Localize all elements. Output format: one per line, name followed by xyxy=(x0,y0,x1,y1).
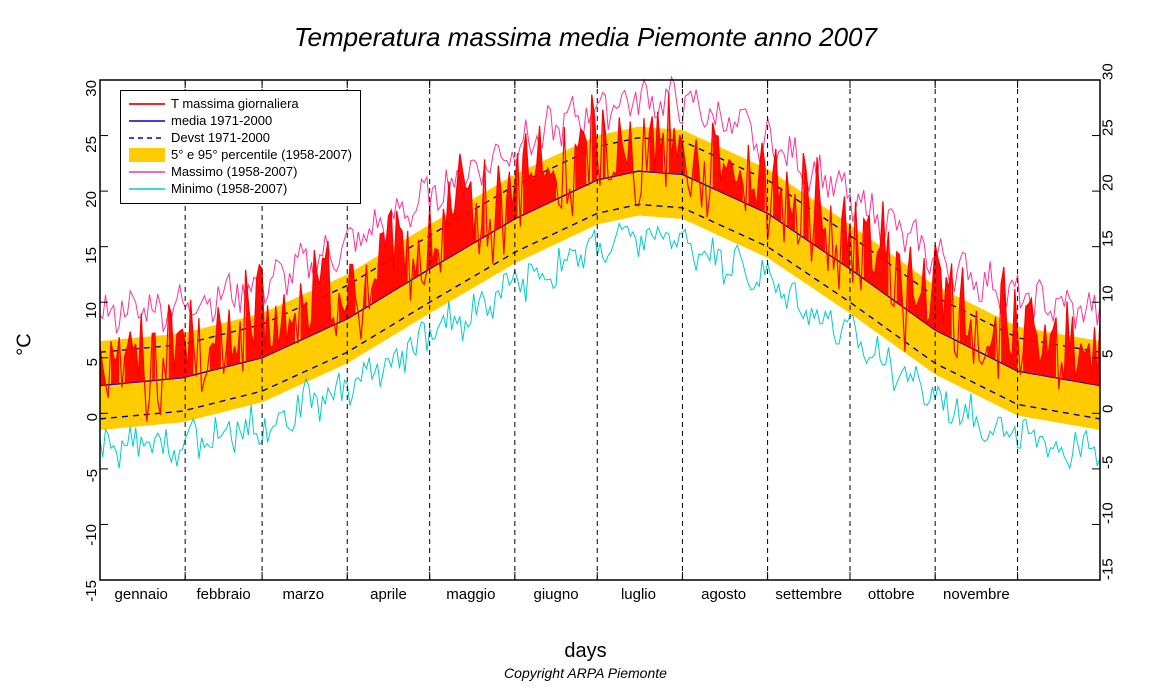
legend-label: Minimo (1958-2007) xyxy=(171,180,287,197)
ytick-label-right: 20 xyxy=(1100,174,1117,191)
x-axis-label: days xyxy=(0,640,1171,663)
ytick-label-right: -10 xyxy=(1100,503,1117,525)
month-label: febbraio xyxy=(197,586,251,603)
ytick-label: 0 xyxy=(84,413,101,421)
legend-swatch xyxy=(129,148,165,162)
month-label: novembre xyxy=(943,586,1010,603)
chart-container: Temperatura massima media Piemonte anno … xyxy=(0,0,1171,688)
ytick-label: 15 xyxy=(84,247,101,264)
ytick-label-right: -15 xyxy=(1100,558,1117,580)
month-label: giugno xyxy=(534,586,579,603)
legend-label: 5° e 95° percentile (1958-2007) xyxy=(171,146,352,163)
ytick-label-right: 25 xyxy=(1100,119,1117,136)
ytick-label: 30 xyxy=(84,80,101,97)
legend-swatch xyxy=(129,182,165,196)
legend-label: Massimo (1958-2007) xyxy=(171,163,297,180)
ytick-label: -10 xyxy=(84,524,101,546)
ytick-label: 20 xyxy=(84,191,101,208)
legend-item: Massimo (1958-2007) xyxy=(129,163,352,180)
ytick-label-right: -5 xyxy=(1100,456,1117,469)
y-axis-label: °C xyxy=(14,0,36,688)
month-label: marzo xyxy=(282,586,324,603)
legend-label: Devst 1971-2000 xyxy=(171,129,270,146)
legend-swatch xyxy=(129,131,165,145)
month-label: luglio xyxy=(621,586,656,603)
legend-swatch xyxy=(129,165,165,179)
ytick-label: -5 xyxy=(84,469,101,482)
month-label: settembre xyxy=(775,586,842,603)
ytick-label-right: 15 xyxy=(1100,230,1117,247)
month-label: ottobre xyxy=(868,586,915,603)
month-label: aprile xyxy=(370,586,407,603)
month-label: agosto xyxy=(701,586,746,603)
ytick-label: 10 xyxy=(84,302,101,319)
ytick-label: 25 xyxy=(84,136,101,153)
plot-area: T massima giornalieramedia 1971-2000Devs… xyxy=(100,80,1100,580)
month-label: gennaio xyxy=(115,586,168,603)
legend-swatch xyxy=(129,114,165,128)
legend-item: Minimo (1958-2007) xyxy=(129,180,352,197)
legend-swatch xyxy=(129,97,165,111)
ytick-label-right: 30 xyxy=(1100,63,1117,80)
ytick-label: -15 xyxy=(84,580,101,602)
chart-title: Temperatura massima media Piemonte anno … xyxy=(0,22,1171,53)
legend: T massima giornalieramedia 1971-2000Devs… xyxy=(120,90,361,204)
ytick-label-right: 5 xyxy=(1100,349,1117,357)
ytick-label: 5 xyxy=(84,358,101,366)
legend-label: T massima giornaliera xyxy=(171,95,299,112)
ytick-label-right: 10 xyxy=(1100,286,1117,303)
legend-item: media 1971-2000 xyxy=(129,112,352,129)
legend-item: T massima giornaliera xyxy=(129,95,352,112)
legend-item: 5° e 95° percentile (1958-2007) xyxy=(129,146,352,163)
legend-label: media 1971-2000 xyxy=(171,112,272,129)
legend-item: Devst 1971-2000 xyxy=(129,129,352,146)
copyright-text: Copyright ARPA Piemonte xyxy=(0,665,1171,681)
month-label: maggio xyxy=(446,586,495,603)
ytick-label-right: 0 xyxy=(1100,405,1117,413)
